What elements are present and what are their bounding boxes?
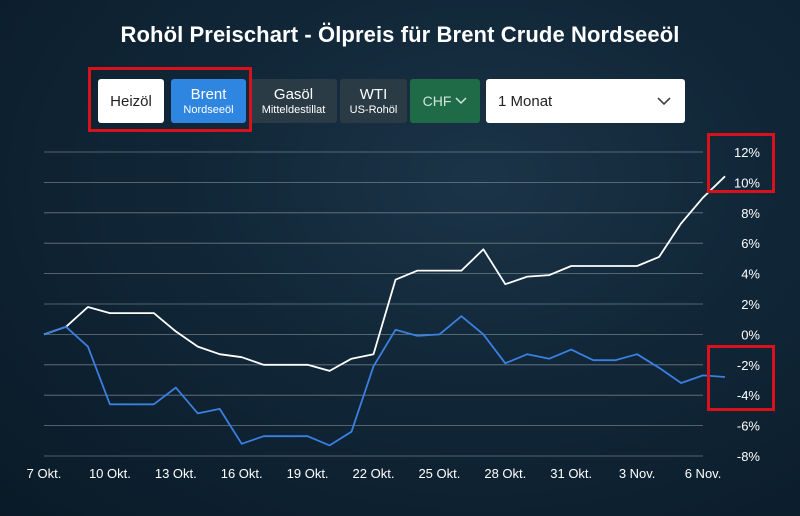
gasoel-button[interactable]: Gasöl Mitteldestillat (250, 79, 337, 123)
x-tick-label: 6 Nov. (685, 466, 722, 481)
chevron-down-icon (455, 97, 467, 105)
y-tick-label: -4% (737, 388, 761, 403)
y-tick-label: 4% (741, 267, 760, 282)
comparison-line (43, 315, 726, 447)
gridlines (44, 151, 703, 457)
wti-sublabel: US-Rohöl (349, 103, 398, 116)
x-tick-label: 19 Okt. (287, 466, 329, 481)
y-tick-label: 6% (741, 236, 760, 251)
gasoel-sublabel: Mitteldestillat (261, 103, 326, 116)
highlight-box-fuel-buttons (88, 67, 252, 132)
x-axis-ticks: 7 Okt. 10 Okt. 13 Okt. 16 Okt. 19 Okt. 22 Okt… (27, 466, 722, 481)
x-tick-label: 31 Okt. (550, 466, 592, 481)
x-tick-label: 7 Okt. (27, 466, 62, 481)
x-tick-label: 3 Nov. (619, 466, 656, 481)
chevron-down-icon (657, 96, 671, 105)
highlight-box-lower-axis (707, 345, 775, 411)
heizoel-button[interactable]: Heizöl (98, 79, 164, 123)
y-tick-label: 0% (741, 327, 760, 342)
wti-label: WTI (359, 85, 388, 103)
brent-line (43, 175, 726, 372)
brent-button[interactable]: Brent Nordseeöl (171, 79, 246, 123)
brent-sublabel: Nordseeöl (183, 103, 234, 116)
period-select[interactable]: 1 Monat (486, 79, 685, 123)
x-tick-label: 13 Okt. (155, 466, 197, 481)
y-tick-label: -2% (737, 358, 761, 373)
x-tick-label: 28 Okt. (484, 466, 526, 481)
chart-title: Rohöl Preischart - Ölpreis für Brent Cru… (120, 22, 680, 47)
y-tick-label: 2% (741, 297, 760, 312)
series-lines (43, 175, 726, 447)
y-tick-label: 12% (734, 145, 760, 160)
x-tick-label: 16 Okt. (221, 466, 263, 481)
highlight-box-upper-axis (707, 133, 775, 193)
x-tick-label: 25 Okt. (418, 466, 460, 481)
x-tick-label: 22 Okt. (353, 466, 395, 481)
wti-button[interactable]: WTI US-Rohöl (340, 79, 407, 123)
gasoel-label: Gasöl (273, 85, 314, 103)
y-tick-label: -8% (737, 449, 761, 464)
period-value: 1 Monat (498, 92, 553, 110)
brent-label: Brent (190, 85, 227, 103)
currency-dropdown[interactable]: CHF (410, 79, 480, 123)
currency-label: CHF (422, 92, 452, 109)
y-tick-label: -6% (737, 419, 761, 434)
x-tick-label: 10 Okt. (89, 466, 131, 481)
y-tick-label: 10% (734, 175, 760, 190)
y-axis-ticks: 12% 10% 8% 6% 4% 2% 0% -2% -4% -6% -8% (734, 145, 760, 464)
heizoel-label: Heizöl (110, 92, 152, 110)
y-tick-label: 8% (741, 206, 760, 221)
